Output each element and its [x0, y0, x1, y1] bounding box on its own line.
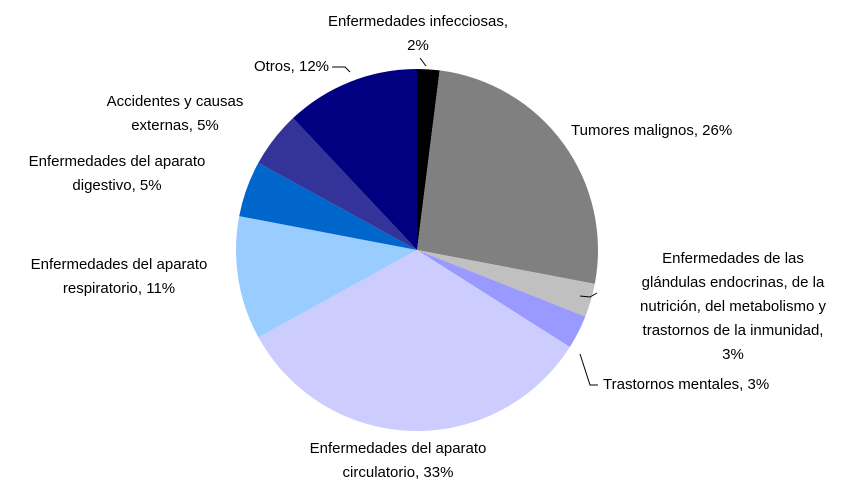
- pie-slice: [258, 118, 417, 251]
- slice-label: Enfermedades del aparato digestivo, 5%: [29, 153, 206, 194]
- label-line: Enfermedades del aparato: [31, 256, 208, 273]
- label-line: Enfermedades del aparato: [310, 440, 487, 457]
- leader-line: [579, 292, 598, 298]
- label-line: Enfermedades infecciosas,: [328, 13, 508, 30]
- pie-slice: [417, 250, 595, 317]
- label-line: trastornos de la inmunidad,: [643, 322, 824, 339]
- slice-label: Enfermedades del aparato circulatorio, 33…: [310, 440, 487, 481]
- slice-label: Otros, 12%: [254, 58, 329, 75]
- label-line: Enfermedades de las: [662, 250, 804, 267]
- slice-label: Trastornos mentales, 3%: [603, 376, 769, 393]
- label-line: digestivo, 5%: [72, 177, 161, 194]
- leader-line: [419, 57, 427, 67]
- slice-label: Enfermedades de las glándulas endocrinas,…: [640, 250, 826, 363]
- pie-slice: [417, 69, 440, 250]
- pie-slice: [236, 216, 417, 338]
- pie-slice: [293, 69, 417, 250]
- label-line: glándulas endocrinas, de la: [642, 274, 825, 291]
- leader-line: [332, 66, 351, 73]
- leader-line: [579, 353, 598, 386]
- label-line: circulatorio, 33%: [343, 464, 454, 481]
- slice-label: Enfermedades del aparato respiratorio, 11…: [31, 256, 208, 297]
- label-line: nutrición, del metabolismo y: [640, 298, 826, 315]
- label-line: Accidentes y causas: [107, 93, 244, 110]
- label-line: respiratorio, 11%: [63, 280, 175, 297]
- label-line: Trastornos mentales, 3%: [603, 376, 769, 393]
- label-line: Otros, 12%: [254, 58, 329, 75]
- slice-label: Enfermedades infecciosas, 2%: [328, 13, 508, 54]
- label-line: externas, 5%: [131, 117, 219, 134]
- pie-slice: [258, 250, 570, 432]
- label-line: Enfermedades del aparato: [29, 153, 206, 170]
- pie-slice: [417, 250, 586, 347]
- slice-label: Tumores malignos, 26%: [571, 122, 732, 139]
- label-line: Tumores malignos, 26%: [571, 122, 732, 139]
- slice-label: Accidentes y causas externas, 5%: [107, 93, 244, 134]
- label-line: 2%: [407, 37, 429, 54]
- pie-slice: [417, 70, 598, 284]
- label-line: 3%: [722, 346, 744, 363]
- pie-slice: [239, 162, 417, 250]
